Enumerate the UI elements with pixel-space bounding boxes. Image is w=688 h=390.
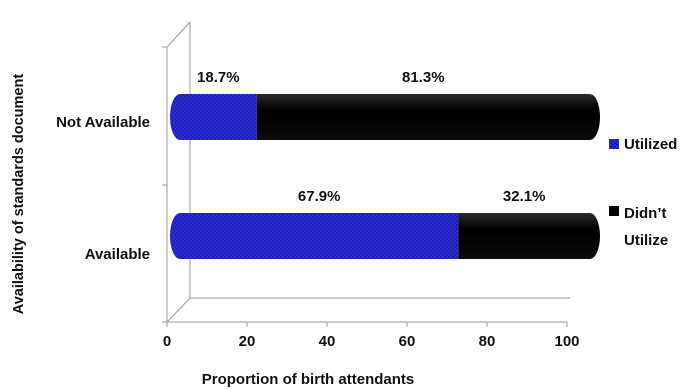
bar-segment-didnt-utilize	[458, 213, 590, 259]
legend-label-utilized: Utilized	[624, 136, 677, 153]
bar-cap-left	[170, 94, 190, 140]
x-tick-label: 20	[239, 333, 256, 350]
bar-cap-right	[580, 213, 600, 259]
x-tick-label: 40	[319, 333, 336, 350]
legend-label-didnt-utilize-line1: Didn’t	[624, 205, 667, 222]
bar-segment-utilized	[180, 94, 257, 140]
legend-label-didnt-utilize-line2: Utilize	[624, 232, 668, 249]
bar-cap-right	[580, 94, 600, 140]
category-label: Not Available	[56, 114, 150, 131]
category-label: Available	[85, 246, 150, 263]
data-label: 32.1%	[503, 188, 546, 205]
legend-swatch-didnt-utilize	[609, 206, 619, 216]
bars-group: 18.7% 81.3% 67.9% 32.1%	[170, 69, 600, 259]
data-label: 81.3%	[402, 69, 445, 86]
wall-top-edge	[166, 21, 191, 48]
data-label: 67.9%	[298, 188, 341, 205]
x-ticks-group: 0 20 40 60 80 100	[163, 322, 580, 350]
bar-segment-didnt-utilize	[256, 94, 590, 140]
bar-segment-utilized	[180, 213, 459, 259]
data-label: 18.7%	[197, 69, 240, 86]
x-tick-label: 60	[399, 333, 416, 350]
x-tick-label: 80	[479, 333, 496, 350]
x-tick-label: 100	[554, 333, 579, 350]
legend: Utilized Didn’t Utilize	[609, 136, 677, 249]
plot-frame	[162, 21, 570, 323]
wall-bottom-edge	[166, 297, 191, 323]
x-axis-title: Proportion of birth attendants	[202, 371, 414, 388]
bar-cap-left	[170, 213, 190, 259]
y-axis-title: Availability of standards document	[11, 74, 27, 315]
x-tick-label: 0	[163, 333, 171, 350]
legend-swatch-utilized	[609, 139, 619, 149]
